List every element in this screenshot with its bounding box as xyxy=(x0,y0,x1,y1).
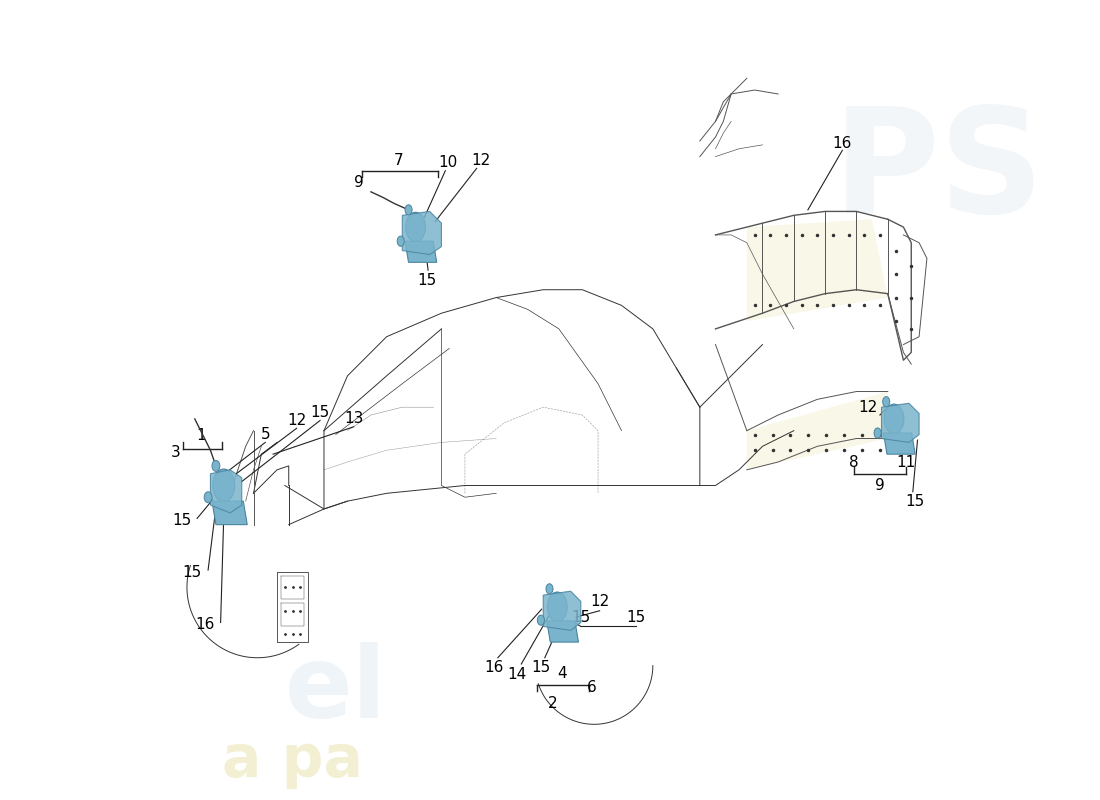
Text: 13: 13 xyxy=(344,411,363,426)
Polygon shape xyxy=(405,241,437,262)
Text: 9: 9 xyxy=(876,478,884,493)
Ellipse shape xyxy=(406,212,426,242)
Polygon shape xyxy=(212,501,248,525)
Text: 16: 16 xyxy=(196,618,214,632)
Text: 15: 15 xyxy=(418,273,437,288)
Text: 8: 8 xyxy=(849,455,859,470)
Polygon shape xyxy=(543,591,581,630)
Polygon shape xyxy=(547,621,579,642)
Text: 15: 15 xyxy=(183,565,202,580)
Polygon shape xyxy=(747,391,888,470)
Text: 1: 1 xyxy=(196,428,206,443)
Text: 6: 6 xyxy=(587,680,596,695)
Text: 15: 15 xyxy=(626,610,646,625)
Polygon shape xyxy=(747,219,888,321)
Text: 4: 4 xyxy=(558,666,566,681)
Text: 11: 11 xyxy=(896,455,915,470)
Ellipse shape xyxy=(538,615,544,626)
Text: 15: 15 xyxy=(905,494,925,509)
Ellipse shape xyxy=(546,584,553,594)
Text: 16: 16 xyxy=(484,660,504,674)
Text: 12: 12 xyxy=(287,413,306,428)
Text: 7: 7 xyxy=(394,153,404,168)
Text: 15: 15 xyxy=(531,661,550,675)
Ellipse shape xyxy=(205,492,212,502)
Text: el: el xyxy=(285,642,387,739)
Text: 12: 12 xyxy=(590,594,609,609)
Ellipse shape xyxy=(884,404,904,434)
Text: 16: 16 xyxy=(833,136,853,150)
Text: 15: 15 xyxy=(571,610,591,625)
Text: 9: 9 xyxy=(354,175,364,190)
Text: 2: 2 xyxy=(548,696,558,710)
Ellipse shape xyxy=(874,428,881,438)
Text: 10: 10 xyxy=(438,155,458,170)
Ellipse shape xyxy=(397,236,404,246)
Text: 14: 14 xyxy=(508,667,527,682)
Ellipse shape xyxy=(548,592,568,622)
Text: a pa: a pa xyxy=(222,732,363,789)
Ellipse shape xyxy=(212,469,234,502)
Text: PS: PS xyxy=(833,102,1045,242)
Text: 12: 12 xyxy=(471,153,491,168)
Polygon shape xyxy=(210,470,242,513)
Ellipse shape xyxy=(882,397,890,406)
Text: 15: 15 xyxy=(172,514,191,528)
Polygon shape xyxy=(883,433,915,454)
Text: 5: 5 xyxy=(261,427,271,442)
Polygon shape xyxy=(403,211,441,254)
Text: 3: 3 xyxy=(170,445,180,460)
Text: 15: 15 xyxy=(310,405,330,420)
Ellipse shape xyxy=(405,205,412,215)
Text: 12: 12 xyxy=(859,400,878,414)
Ellipse shape xyxy=(212,461,220,471)
Polygon shape xyxy=(881,403,920,442)
